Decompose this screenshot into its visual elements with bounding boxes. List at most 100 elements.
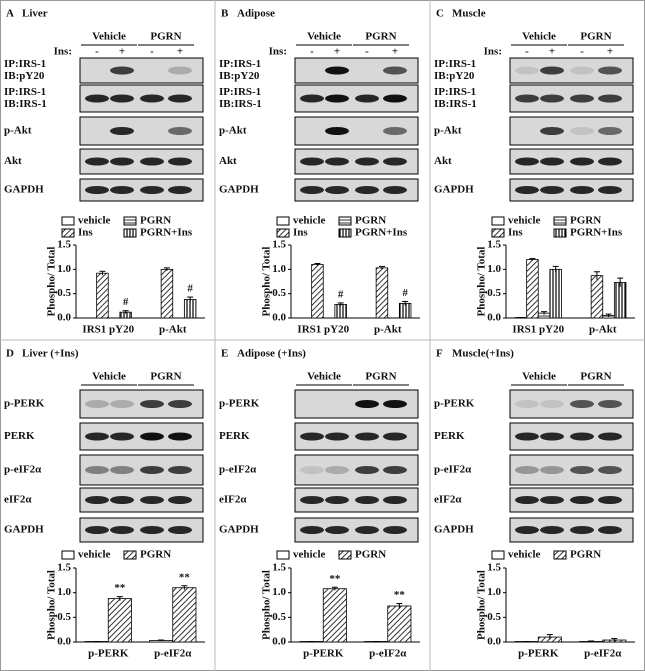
blot-band [598, 466, 622, 474]
panel-title: Muscle(+Ins) [452, 348, 514, 360]
blot-band [325, 466, 349, 474]
blot-band [300, 157, 324, 166]
blot [509, 116, 634, 146]
bar [183, 299, 197, 319]
blot-label: p-PERK [219, 398, 260, 410]
blot-band [168, 466, 192, 474]
panel-title: Adipose (+Ins) [237, 348, 306, 360]
blot-band [85, 432, 109, 441]
y-tick-label: 0.5 [272, 611, 286, 623]
blot-label: IP:IRS-1 [4, 86, 46, 98]
bar [613, 282, 627, 319]
bar [96, 272, 109, 319]
blot-band [325, 526, 349, 534]
x-tick-label: p-Akt [589, 324, 617, 336]
legend-swatch [276, 550, 290, 560]
legend-swatch [491, 228, 505, 238]
blot-band [515, 526, 539, 534]
y-axis-label: Phospho/ Total [261, 246, 273, 316]
x-tick-label: p-PERK [303, 648, 344, 660]
legend-label: Ins [508, 227, 523, 239]
treatment-sign: + [549, 46, 555, 58]
blot-label: eIF2α [4, 494, 32, 506]
blot-band [85, 400, 109, 408]
blot-band [300, 496, 324, 504]
blot-band [355, 526, 379, 534]
blot-band [110, 186, 134, 194]
legend-label: vehicle [508, 549, 540, 561]
treatment-sign: - [150, 46, 154, 58]
blot-band [570, 432, 594, 441]
group-label: PGRN [365, 371, 396, 383]
group-label: PGRN [365, 31, 396, 43]
blot-label: p-PERK [4, 398, 45, 410]
blot [79, 57, 204, 84]
blot-band [140, 157, 164, 166]
blot-band [355, 432, 379, 441]
legend-swatch [276, 216, 290, 226]
blot-label: Akt [219, 155, 237, 167]
blot-band [383, 400, 407, 408]
blot-band [168, 400, 192, 408]
y-tick-label: 0.0 [57, 312, 71, 324]
legend-swatch [123, 216, 137, 226]
blot-band [325, 496, 349, 504]
blot-band [570, 94, 594, 103]
blot-label: GAPDH [219, 524, 259, 536]
blot-band [598, 400, 622, 408]
blot-band [355, 400, 379, 408]
y-tick-label: 1.0 [57, 263, 71, 275]
blot-label: p-eIF2α [4, 464, 42, 476]
treatment-label: Ins: [54, 46, 72, 58]
blot-label: Akt [434, 155, 452, 167]
legend-swatch [491, 550, 505, 560]
blot-band [383, 127, 407, 135]
legend-label: vehicle [293, 549, 325, 561]
blot-band [325, 66, 349, 75]
legend-swatch [338, 216, 352, 226]
blot-band [570, 157, 594, 166]
blot-band [570, 127, 594, 135]
legend-label: PGRN [355, 549, 386, 561]
significance-mark: ** [394, 589, 406, 601]
blot-band [540, 432, 564, 441]
legend-swatch [276, 228, 290, 238]
group-label: Vehicle [92, 371, 126, 383]
blot-band [570, 186, 594, 194]
blot-band [168, 432, 192, 441]
blot-band [85, 94, 109, 103]
y-tick-label: 0.5 [57, 287, 71, 299]
panel-title: Liver [22, 8, 48, 20]
legend-swatch [61, 550, 75, 560]
panel-letter: C [436, 8, 444, 20]
blot-band [598, 66, 622, 75]
blot-band [325, 94, 349, 103]
blot-band [598, 432, 622, 441]
legend-swatch [491, 216, 505, 226]
blot-band [110, 466, 134, 474]
blot-band [540, 94, 564, 103]
blot-band [325, 432, 349, 441]
treatment-sign: - [310, 46, 314, 58]
y-tick-label: 1.0 [272, 586, 286, 598]
bar [590, 275, 604, 319]
panel-title: Muscle [452, 8, 486, 20]
x-tick-label: p-eIF2α [584, 648, 622, 660]
blot-label: p-Akt [4, 125, 32, 137]
x-tick-label: IRS1 pY20 [297, 324, 349, 336]
legend-label: Ins [293, 227, 308, 239]
legend-label: PGRN+Ins [570, 227, 623, 239]
x-tick-label: p-Akt [374, 324, 402, 336]
blot-band [383, 157, 407, 166]
y-tick-label: 1.0 [487, 586, 501, 598]
blot-label: IP:IRS-1 [434, 58, 476, 70]
blot-label: IP:IRS-1 [4, 58, 46, 70]
significance-mark: # [187, 283, 193, 295]
legend-label: vehicle [78, 215, 110, 227]
blot-band [383, 466, 407, 474]
blot-band [515, 496, 539, 504]
blot-band [515, 466, 539, 474]
blot-band [300, 526, 324, 534]
y-axis-label: Phospho/ Total [476, 570, 488, 640]
blot-band [168, 66, 192, 75]
